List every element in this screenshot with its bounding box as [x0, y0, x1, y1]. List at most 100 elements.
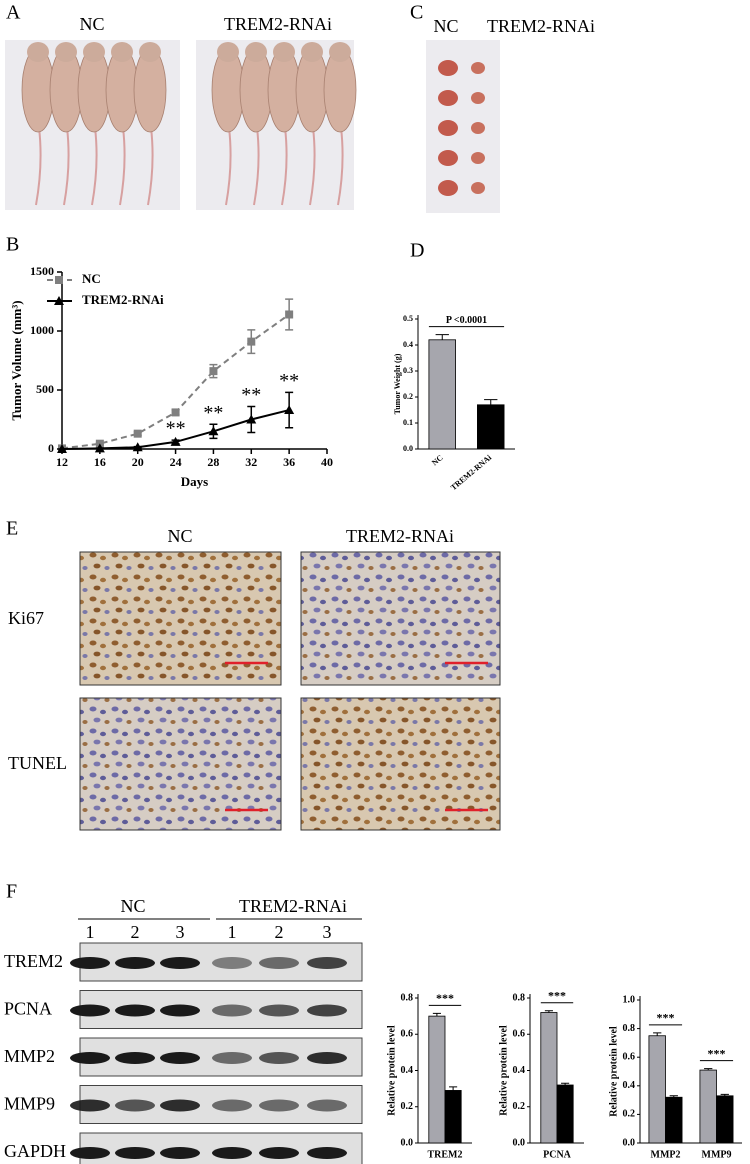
x-tick-label: 36: [283, 455, 295, 469]
error-bar: [435, 334, 449, 340]
blot-band: [115, 1147, 155, 1159]
annotation: ***: [548, 988, 566, 1002]
y-tick-label: 0.2: [403, 392, 413, 401]
marker: [94, 443, 105, 453]
tumor: [471, 62, 485, 74]
tumor: [471, 122, 485, 134]
y-axis-label: Tumor Weight (g): [393, 353, 402, 414]
y-tick-label: 0.2: [623, 1109, 636, 1120]
x-tick-label: 24: [170, 455, 182, 469]
y-tick-label: 0.0: [401, 1137, 414, 1148]
annotation: P <0.0001: [446, 315, 487, 326]
mouse-head: [139, 42, 161, 62]
group-label: NC: [120, 896, 145, 916]
lane-label: 2: [275, 922, 284, 942]
y-tick-label: 0.2: [401, 1101, 414, 1112]
annotation: ***: [657, 1011, 675, 1025]
x-tick-label: MMP2: [651, 1149, 681, 1160]
y-tick-label: 1000: [30, 323, 54, 337]
tumor: [438, 60, 458, 76]
blot-band: [259, 1052, 299, 1064]
marker: [209, 367, 218, 376]
error-bar: [653, 1032, 662, 1036]
blot-band: [212, 1099, 252, 1112]
blot-band: [307, 957, 347, 969]
y-tick-label: 0: [48, 441, 54, 455]
y-tick-label: 0.1: [403, 418, 413, 427]
tumor: [471, 152, 485, 164]
annotation: **: [166, 418, 186, 440]
y-tick-label: 0.6: [623, 1051, 636, 1062]
x-tick-label: 28: [207, 455, 219, 469]
y-tick-label: 500: [36, 382, 54, 396]
mouse-head: [83, 42, 105, 62]
ihc-image: [300, 551, 501, 686]
legend-label: NC: [82, 271, 101, 286]
annotation: **: [279, 370, 299, 392]
bar: [716, 1095, 734, 1144]
protein-label: GAPDH: [4, 1141, 66, 1161]
y-tick-label: 0.0: [623, 1137, 636, 1148]
row-label: Ki67: [8, 608, 44, 628]
lane-label: 3: [323, 922, 332, 942]
y-tick-label: 0.4: [403, 340, 413, 349]
blot-band: [70, 1004, 110, 1017]
bar: [699, 1069, 717, 1144]
blot-band: [160, 1052, 200, 1064]
marker: [57, 444, 67, 453]
marker: [284, 405, 295, 415]
marker: [132, 442, 143, 452]
blot-band: [212, 957, 252, 969]
annotation: ***: [708, 1046, 726, 1060]
blot-band: [115, 957, 155, 969]
protein-label: MMP2: [4, 1046, 55, 1066]
blot-band: [212, 1052, 252, 1064]
panel-label: A: [6, 2, 21, 24]
marker: [170, 436, 181, 446]
blot-band: [70, 1147, 110, 1159]
x-tick-label: MMP9: [702, 1149, 732, 1160]
blot-band: [307, 1147, 347, 1159]
marker: [55, 276, 63, 284]
bar: [648, 1035, 666, 1144]
blot-band: [212, 1004, 252, 1017]
lane-label: 1: [86, 922, 95, 942]
x-tick-label: 12: [56, 455, 68, 469]
blot-band: [70, 957, 110, 969]
panel-label: F: [6, 881, 17, 903]
blot-band: [259, 1147, 299, 1159]
y-tick-label: 0.4: [401, 1065, 414, 1076]
error-bar: [561, 1082, 570, 1085]
marker: [171, 408, 180, 417]
lane-label: 2: [131, 922, 140, 942]
blot-band: [115, 1004, 155, 1017]
bar: [477, 404, 505, 450]
y-tick-label: 0.0: [403, 444, 413, 453]
x-axis-label: Days: [181, 474, 208, 489]
panel-label: E: [6, 518, 18, 540]
ihc-image: [79, 697, 282, 831]
mouse-head: [217, 42, 239, 62]
tumor: [438, 180, 458, 196]
blot-band: [259, 1099, 299, 1112]
x-tick-label: 40: [321, 455, 333, 469]
mouse-head: [273, 42, 295, 62]
blot-band: [70, 1052, 110, 1064]
blot-band: [160, 957, 200, 969]
tumors: [438, 60, 485, 196]
annotation: ***: [436, 991, 454, 1005]
y-tick-label: 0.2: [513, 1101, 526, 1112]
annotation: **: [203, 402, 223, 424]
y-tick-label: 0.4: [623, 1080, 636, 1091]
y-tick-label: 0.0: [513, 1137, 526, 1148]
blot-band: [70, 1099, 110, 1112]
bar: [665, 1096, 683, 1144]
blot-band: [307, 1052, 347, 1064]
y-tick-label: 1500: [30, 264, 54, 278]
mouse-head: [55, 42, 77, 62]
tumor: [471, 182, 485, 194]
y-axis-label: Relative protein level: [386, 1025, 397, 1116]
ihc-image: [79, 551, 282, 686]
